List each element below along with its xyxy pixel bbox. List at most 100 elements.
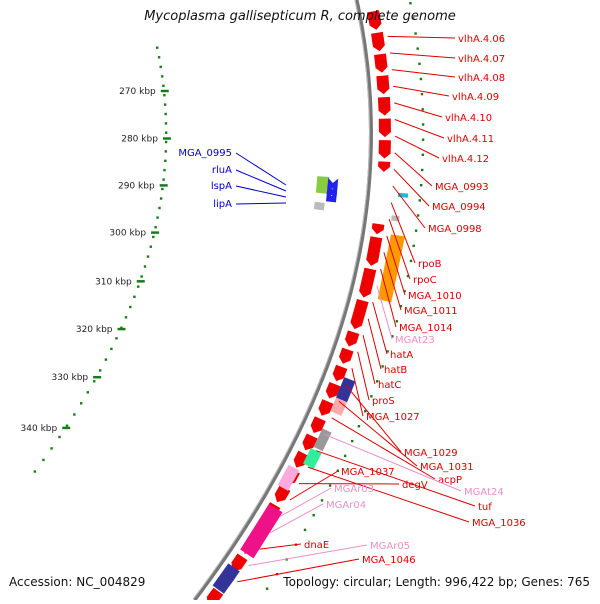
inner-tick-dot xyxy=(42,459,44,461)
ruler-label: 340 kbp xyxy=(21,424,58,434)
leader-line xyxy=(394,103,442,117)
outer-tick-dot xyxy=(396,320,398,322)
gene-label: MGA_1036 xyxy=(472,518,526,529)
inner-tick-dot xyxy=(154,226,156,228)
inner-tick-dot xyxy=(66,425,68,427)
inner-tick-dot xyxy=(160,197,162,199)
gene-arrow xyxy=(379,140,391,158)
inner-tick-dot xyxy=(162,85,164,87)
outer-tick-dot xyxy=(410,260,412,262)
outer-tick-dot xyxy=(420,184,422,186)
leader-line xyxy=(260,544,301,549)
outer-tick-dot xyxy=(266,588,268,590)
inner-tick-dot xyxy=(125,316,127,318)
leader-line xyxy=(390,53,455,58)
gene-label: MGA_1031 xyxy=(420,462,474,473)
outer-tick-dot xyxy=(344,455,346,457)
gene-label: MGA_1046 xyxy=(362,555,416,566)
gene-arrow xyxy=(302,433,317,450)
leader-line xyxy=(392,70,455,77)
inner-tick-dot xyxy=(93,380,95,382)
gene-label: vlhA.4.08 xyxy=(458,73,505,84)
inner-tick-dot xyxy=(80,402,82,404)
outer-tick-dot xyxy=(421,169,423,171)
outer-tick-dot xyxy=(422,154,424,156)
label-layer: vlhA.4.06vlhA.4.07vlhA.4.08vlhA.4.09vlhA… xyxy=(178,34,525,582)
outer-tick-dot xyxy=(420,78,422,80)
inner-tick-dot xyxy=(165,132,167,134)
inner-tick-dot xyxy=(165,150,167,152)
inner-tick-dot xyxy=(161,188,163,190)
gene-label: MGAt24 xyxy=(464,487,504,498)
inner-tick-dot xyxy=(137,285,139,287)
gene-label: MGA_1014 xyxy=(399,323,453,334)
inner-tick-dot xyxy=(105,358,107,360)
inner-tick-dot xyxy=(164,160,166,162)
gene-label: MGAr04 xyxy=(326,500,366,511)
inner-tick-dot xyxy=(165,113,167,115)
gene-arrow xyxy=(374,54,387,73)
outer-tick-dot xyxy=(413,245,415,247)
outer-tick-dot xyxy=(417,47,419,49)
gene-layer xyxy=(207,10,408,600)
leader-line xyxy=(395,136,439,158)
gene-label: MGA_0998 xyxy=(428,224,482,235)
inner-tick-dot xyxy=(133,296,135,298)
outer-tick-dot xyxy=(422,108,424,110)
inner-tick-dot xyxy=(144,265,146,267)
inner-tick-dot xyxy=(161,75,163,77)
ruler-label: 310 kbp xyxy=(95,277,132,287)
gene-label: hatC xyxy=(378,380,401,391)
gene-label: tuf xyxy=(478,502,492,513)
leader-line xyxy=(395,120,444,139)
inner-tick-dot xyxy=(156,47,158,49)
outer-tick-dot xyxy=(313,514,315,516)
outer-tick-dot xyxy=(414,32,416,34)
ruler-label: 300 kbp xyxy=(109,229,146,239)
inner-tick-dot xyxy=(165,122,167,124)
gene-arrow xyxy=(378,161,390,171)
gene-label: MGA_1029 xyxy=(404,448,458,459)
leader-line xyxy=(352,368,363,416)
outer-tick-dot xyxy=(304,529,306,531)
inner-tick-dot xyxy=(160,66,162,68)
gene-label: lspA xyxy=(211,181,232,192)
leader-line xyxy=(394,169,429,206)
inner-tick-dot xyxy=(158,56,160,58)
ruler-label: 280 kbp xyxy=(121,135,158,145)
inner-tick-dot xyxy=(156,216,158,218)
gene-label: proS xyxy=(372,396,395,407)
leader-line xyxy=(395,153,432,186)
gene-arrow xyxy=(350,299,368,329)
leader-line xyxy=(236,203,286,204)
outer-tick-dot xyxy=(351,440,353,442)
gene-block xyxy=(378,234,405,302)
inner-tick-dot xyxy=(147,255,149,257)
outer-tick-dot xyxy=(358,425,360,427)
gene-label: lipA xyxy=(213,199,232,210)
gene-label: acpP xyxy=(438,475,462,486)
gene-block xyxy=(240,504,282,558)
leader-line xyxy=(388,36,455,38)
gene-arrow xyxy=(318,399,333,416)
ruler-label: 330 kbp xyxy=(51,373,88,383)
leader-line xyxy=(358,352,369,400)
gene-arrow xyxy=(376,75,389,94)
inner-tick-dot xyxy=(73,413,75,415)
inner-tick-dot xyxy=(152,236,154,238)
outer-tick-dot xyxy=(415,230,417,232)
forward-gene-block xyxy=(314,202,325,211)
gene-label: degV xyxy=(402,480,428,491)
gene-arrow xyxy=(379,119,391,138)
inner-tick-dot xyxy=(141,275,143,277)
inner-tick-dot xyxy=(158,207,160,209)
leader-line xyxy=(363,335,375,384)
gene-label: vlhA.4.06 xyxy=(458,34,505,45)
inner-tick-dot xyxy=(129,306,131,308)
gene-label: MGAr05 xyxy=(370,541,410,552)
inner-tick-dot xyxy=(163,169,165,171)
gene-label: vlhA.4.09 xyxy=(452,92,499,103)
